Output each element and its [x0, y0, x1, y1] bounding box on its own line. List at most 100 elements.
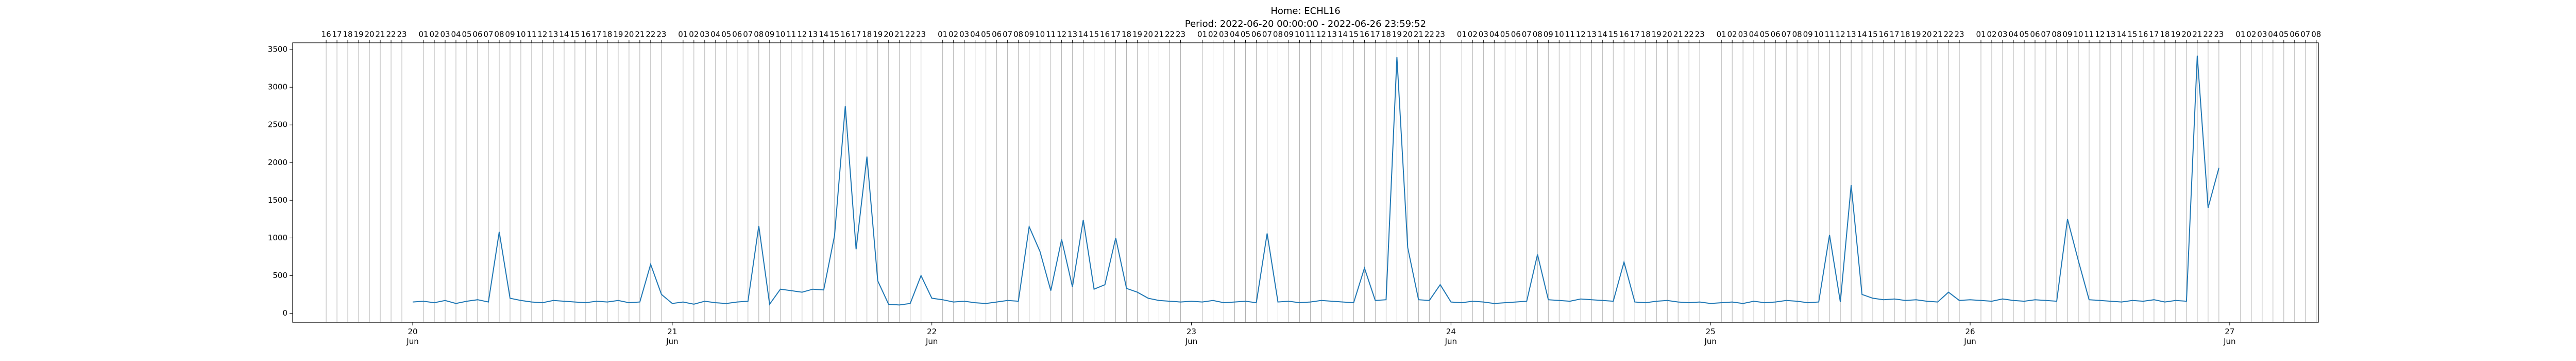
x2-tick-label: 19 — [873, 30, 883, 39]
y-tick-label: 2000 — [268, 158, 287, 167]
x2-tick-label: 22 — [1165, 30, 1175, 39]
x2-tick-label: 15 — [2127, 30, 2137, 39]
x2-tick-label: 18 — [602, 30, 612, 39]
x2-tick-label: 07 — [1522, 30, 1532, 39]
x2-tick-label: 05 — [1241, 30, 1250, 39]
x2-tick-label: 02 — [1987, 30, 1996, 39]
x2-tick-label: 23 — [1435, 30, 1445, 39]
x2-tick-label: 08 — [494, 30, 504, 39]
x2-tick-label: 23 — [1695, 30, 1705, 39]
x2-tick-label: 02 — [1727, 30, 1737, 39]
x2-tick-label: 12 — [537, 30, 547, 39]
x2-tick-label: 14 — [1857, 30, 1867, 39]
x2-tick-label: 02 — [1468, 30, 1478, 39]
x2-tick-label: 15 — [1349, 30, 1359, 39]
x2-tick-label: 20 — [1403, 30, 1413, 39]
x2-tick-label: 09 — [1284, 30, 1294, 39]
x2-tick-label: 04 — [451, 30, 461, 39]
x2-tick-label: 18 — [1381, 30, 1391, 39]
x2-tick-label: 16 — [1100, 30, 1110, 39]
x2-tick-label: 19 — [1132, 30, 1142, 39]
x2-tick-label: 09 — [765, 30, 774, 39]
x2-tick-label: 12 — [1057, 30, 1066, 39]
x2-tick-label: 19 — [354, 30, 364, 39]
x2-tick-label: 14 — [2116, 30, 2126, 39]
x2-tick-label: 04 — [1749, 30, 1759, 39]
x2-tick-label: 01 — [1197, 30, 1207, 39]
x2-tick-label: 17 — [1370, 30, 1380, 39]
x2-tick-label: 10 — [516, 30, 526, 39]
x2-tick-label: 22 — [1425, 30, 1434, 39]
y-tick-label: 2500 — [268, 120, 287, 129]
x2-tick-label: 20 — [2181, 30, 2191, 39]
x2-tick-label: 22 — [2203, 30, 2213, 39]
x2-tick-label: 07 — [743, 30, 753, 39]
x2-tick-label: 18 — [1901, 30, 1910, 39]
x2-tick-label: 18 — [862, 30, 872, 39]
x2-tick-label: 03 — [700, 30, 709, 39]
x2-tick-label: 17 — [851, 30, 861, 39]
x2-tick-label: 05 — [2019, 30, 2029, 39]
x2-tick-label: 06 — [1251, 30, 1261, 39]
x2-tick-label: 12 — [2095, 30, 2105, 39]
x2-tick-label: 11 — [1306, 30, 1315, 39]
x2-tick-label: 05 — [2279, 30, 2289, 39]
plot-frame — [292, 42, 2319, 323]
x2-tick-label: 05 — [462, 30, 471, 39]
chart-subtitle: Period: 2022-06-20 00:00:00 - 2022-06-26… — [1185, 19, 1426, 29]
x2-tick-label: 19 — [2171, 30, 2180, 39]
x2-tick-label: 14 — [1338, 30, 1348, 39]
x2-tick-label: 06 — [1511, 30, 1521, 39]
y-tick-label: 1500 — [268, 195, 287, 205]
x2-tick-label: 07 — [483, 30, 493, 39]
x2-tick-label: 16 — [1619, 30, 1629, 39]
x-tick-label: 24 Jun — [1445, 327, 1458, 346]
x2-tick-label: 20 — [884, 30, 893, 39]
x2-tick-label: 12 — [1316, 30, 1326, 39]
x2-tick-label: 08 — [2311, 30, 2321, 39]
x2-tick-label: 01 — [678, 30, 688, 39]
x2-tick-label: 06 — [2290, 30, 2299, 39]
x2-tick-label: 10 — [775, 30, 785, 39]
x2-tick-label: 17 — [332, 30, 342, 39]
x2-tick-label: 08 — [754, 30, 764, 39]
x2-tick-label: 13 — [1327, 30, 1337, 39]
x2-tick-label: 13 — [808, 30, 818, 39]
x2-tick-label: 23 — [397, 30, 406, 39]
x2-tick-label: 21 — [635, 30, 645, 39]
x2-tick-label: 13 — [1846, 30, 1856, 39]
x2-tick-label: 07 — [1782, 30, 1791, 39]
x2-tick-label: 23 — [656, 30, 666, 39]
x2-tick-label: 19 — [613, 30, 623, 39]
x2-tick-label: 14 — [1078, 30, 1088, 39]
x2-tick-label: 04 — [2268, 30, 2278, 39]
x2-tick-label: 06 — [472, 30, 482, 39]
x2-tick-label: 01 — [418, 30, 428, 39]
x2-tick-label: 22 — [386, 30, 396, 39]
x2-tick-label: 17 — [1111, 30, 1121, 39]
x2-tick-label: 16 — [581, 30, 590, 39]
chart-title: Home: ECHL16 — [1270, 6, 1340, 17]
x2-tick-label: 19 — [1911, 30, 1921, 39]
x2-tick-label: 07 — [2300, 30, 2310, 39]
x2-tick-label: 05 — [721, 30, 731, 39]
x2-tick-label: 16 — [840, 30, 850, 39]
x2-tick-label: 16 — [321, 30, 331, 39]
x2-tick-label: 03 — [2257, 30, 2267, 39]
x2-tick-label: 03 — [959, 30, 969, 39]
x2-tick-label: 14 — [559, 30, 569, 39]
x2-tick-label: 11 — [527, 30, 536, 39]
x2-tick-label: 09 — [1024, 30, 1034, 39]
x2-tick-label: 10 — [1814, 30, 1824, 39]
x2-tick-label: 11 — [2084, 30, 2094, 39]
data-line — [412, 55, 2219, 306]
x2-tick-label: 16 — [1360, 30, 1369, 39]
x-tick-label: 25 Jun — [1704, 327, 1717, 346]
x2-tick-label: 07 — [1262, 30, 1272, 39]
x2-tick-label: 08 — [1013, 30, 1023, 39]
x2-tick-label: 11 — [1046, 30, 1056, 39]
x2-tick-label: 11 — [786, 30, 796, 39]
x2-tick-label: 18 — [343, 30, 353, 39]
x2-tick-label: 16 — [1879, 30, 1889, 39]
x2-tick-label: 08 — [1533, 30, 1543, 39]
